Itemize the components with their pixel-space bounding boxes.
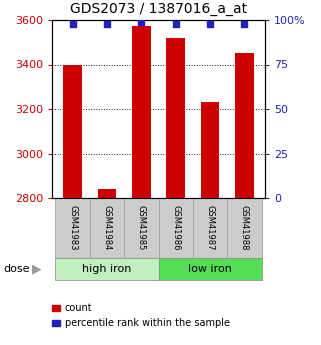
Bar [159,198,193,258]
Bar [159,258,262,280]
Text: dose: dose [3,264,30,274]
Point [139,19,144,24]
Bar [63,65,82,198]
Text: high iron: high iron [82,264,132,274]
Text: GSM41983: GSM41983 [68,205,77,251]
Text: GSM41986: GSM41986 [171,205,180,251]
Text: GSM41987: GSM41987 [205,205,214,251]
Text: percentile rank within the sample: percentile rank within the sample [65,318,230,328]
Point [70,21,75,26]
Point [173,21,178,26]
Bar [132,26,151,198]
Bar [227,198,262,258]
Bar [193,198,227,258]
Bar [124,198,159,258]
Title: GDS2073 / 1387016_a_at: GDS2073 / 1387016_a_at [70,2,247,16]
Bar [235,53,254,198]
Bar [56,198,90,258]
Bar [166,38,185,198]
Point [207,21,213,26]
Bar [201,102,220,198]
Text: count: count [65,303,92,313]
Text: low iron: low iron [188,264,232,274]
Text: GSM41988: GSM41988 [240,205,249,251]
Bar [98,189,117,198]
Text: GSM41985: GSM41985 [137,205,146,251]
Bar [90,198,124,258]
Text: GSM41984: GSM41984 [102,205,111,251]
Text: ▶: ▶ [32,263,42,276]
Point [242,21,247,26]
Point [104,21,109,26]
Bar [56,258,159,280]
